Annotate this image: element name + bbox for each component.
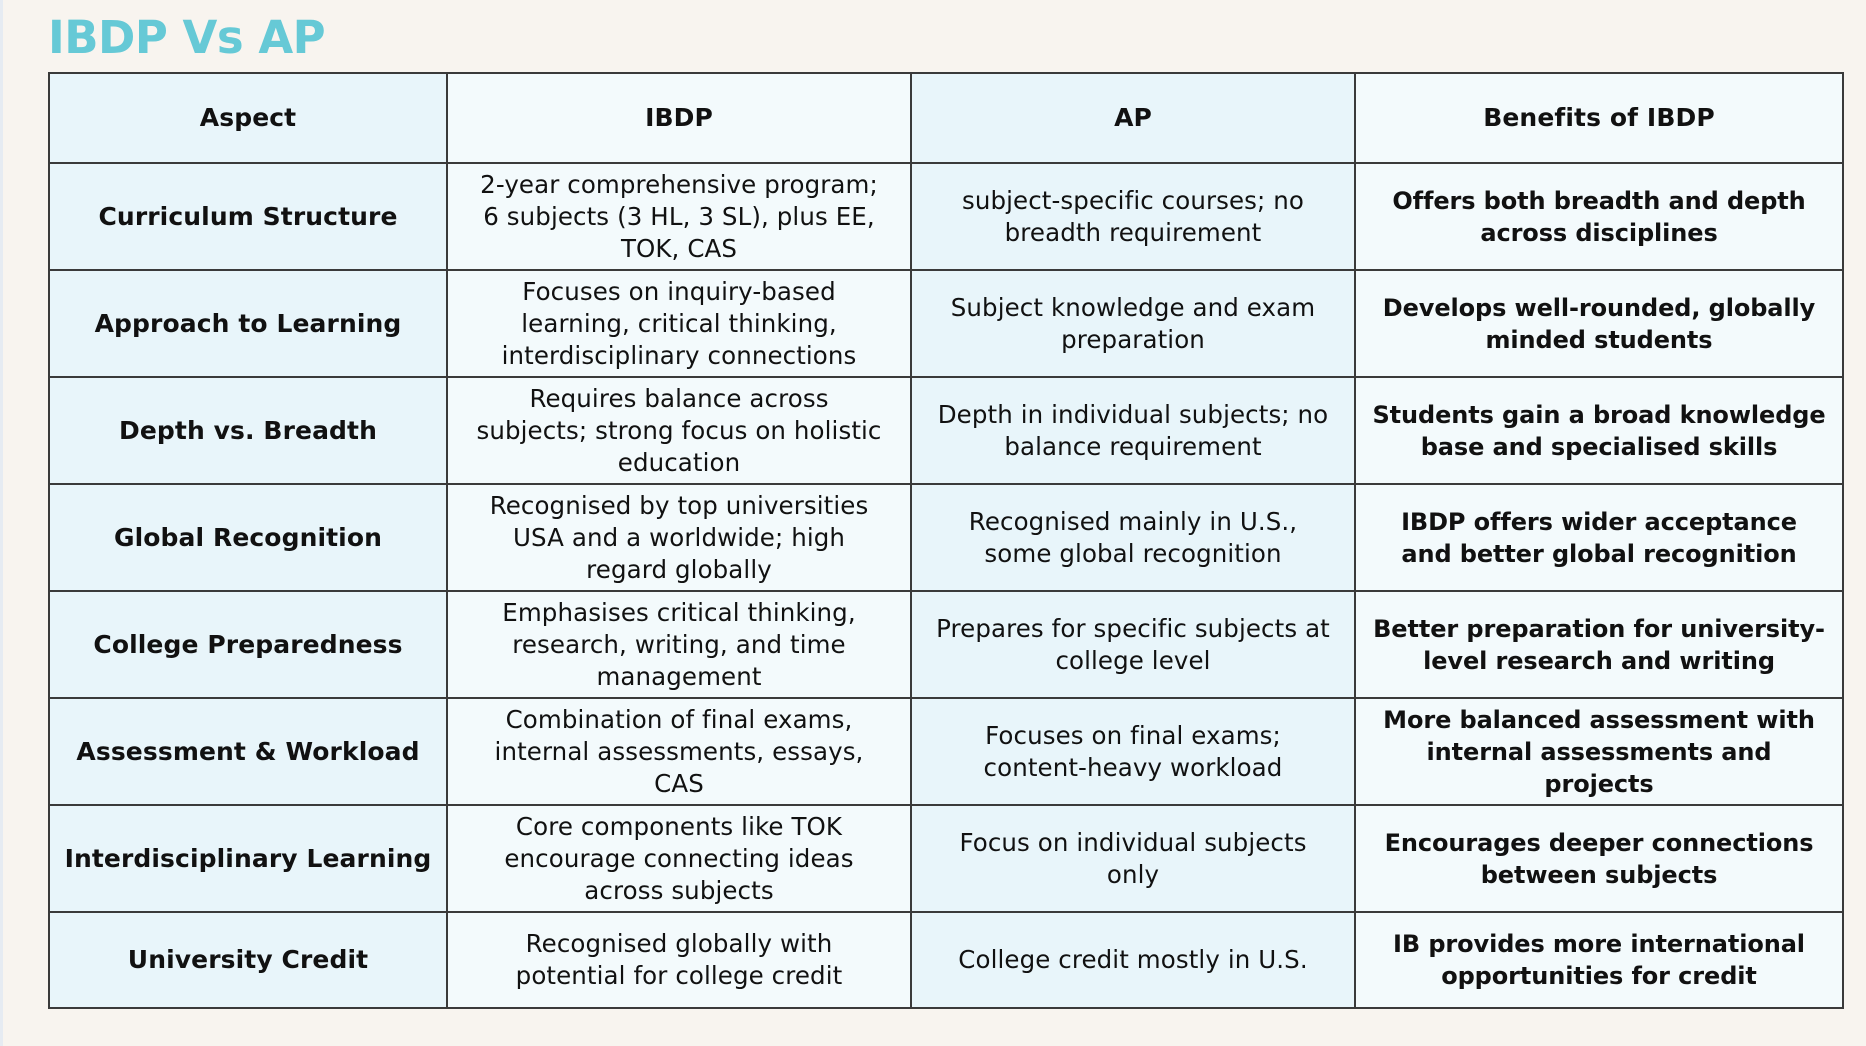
ap-cell: subject-specific courses; no breadth req…	[910, 162, 1356, 271]
benefit-cell: Students gain a broad knowledge base and…	[1354, 376, 1844, 485]
table-row: Approach to Learning Focuses on inquiry-…	[48, 269, 1844, 378]
ibdp-cell: Recognised globally with potential for c…	[446, 911, 912, 1009]
benefit-cell: Offers both breadth and depth across dis…	[1354, 162, 1844, 271]
table-row: Assessment & Workload Combination of fin…	[48, 697, 1844, 806]
table-row: College Preparedness Emphasises critical…	[48, 590, 1844, 699]
benefit-cell: Encourages deeper connections between su…	[1354, 804, 1844, 913]
ap-cell: College credit mostly in U.S.	[910, 911, 1356, 1009]
ap-cell: Focus on individual subjects only	[910, 804, 1356, 913]
aspect-cell: Interdisciplinary Learning	[48, 804, 448, 913]
benefit-cell: More balanced assessment with internal a…	[1354, 697, 1844, 806]
ibdp-cell: Requires balance across subjects; strong…	[446, 376, 912, 485]
ibdp-cell: Recognised by top universities USA and a…	[446, 483, 912, 592]
aspect-cell: Assessment & Workload	[48, 697, 448, 806]
ibdp-cell: Focuses on inquiry-based learning, criti…	[446, 269, 912, 378]
table-row: University Credit Recognised globally wi…	[48, 911, 1844, 1009]
header-row: Aspect IBDP AP Benefits of IBDP	[48, 72, 1844, 164]
ap-cell: Depth in individual subjects; no balance…	[910, 376, 1356, 485]
window-edge-strip	[0, 0, 3, 1046]
benefit-cell: IBDP offers wider acceptance and better …	[1354, 483, 1844, 592]
header-benefits: Benefits of IBDP	[1354, 72, 1844, 164]
table-row: Depth vs. Breadth Requires balance acros…	[48, 376, 1844, 485]
ap-cell: Recognised mainly in U.S., some global r…	[910, 483, 1356, 592]
aspect-cell: Approach to Learning	[48, 269, 448, 378]
ibdp-cell: Emphasises critical thinking, research, …	[446, 590, 912, 699]
header-ap: AP	[910, 72, 1356, 164]
aspect-cell: Curriculum Structure	[48, 162, 448, 271]
ibdp-cell: Core components like TOK encourage conne…	[446, 804, 912, 913]
aspect-cell: Global Recognition	[48, 483, 448, 592]
benefit-cell: Better preparation for university- level…	[1354, 590, 1844, 699]
comparison-table: Aspect IBDP AP Benefits of IBDP Curricul…	[48, 72, 1844, 1009]
table-row: Curriculum Structure 2-year comprehensiv…	[48, 162, 1844, 271]
page-title: IBDP Vs AP	[48, 11, 326, 64]
ibdp-cell: Combination of final exams, internal ass…	[446, 697, 912, 806]
ap-cell: Subject knowledge and exam preparation	[910, 269, 1356, 378]
aspect-cell: University Credit	[48, 911, 448, 1009]
header-aspect: Aspect	[48, 72, 448, 164]
table-row: Interdisciplinary Learning Core componen…	[48, 804, 1844, 913]
header-ibdp: IBDP	[446, 72, 912, 164]
ibdp-cell: 2-year comprehensive program; 6 subjects…	[446, 162, 912, 271]
aspect-cell: Depth vs. Breadth	[48, 376, 448, 485]
aspect-cell: College Preparedness	[48, 590, 448, 699]
benefit-cell: IB provides more international opportuni…	[1354, 911, 1844, 1009]
benefit-cell: Develops well-rounded, globally minded s…	[1354, 269, 1844, 378]
ap-cell: Prepares for specific subjects at colleg…	[910, 590, 1356, 699]
table-row: Global Recognition Recognised by top uni…	[48, 483, 1844, 592]
ap-cell: Focuses on final exams; content-heavy wo…	[910, 697, 1356, 806]
